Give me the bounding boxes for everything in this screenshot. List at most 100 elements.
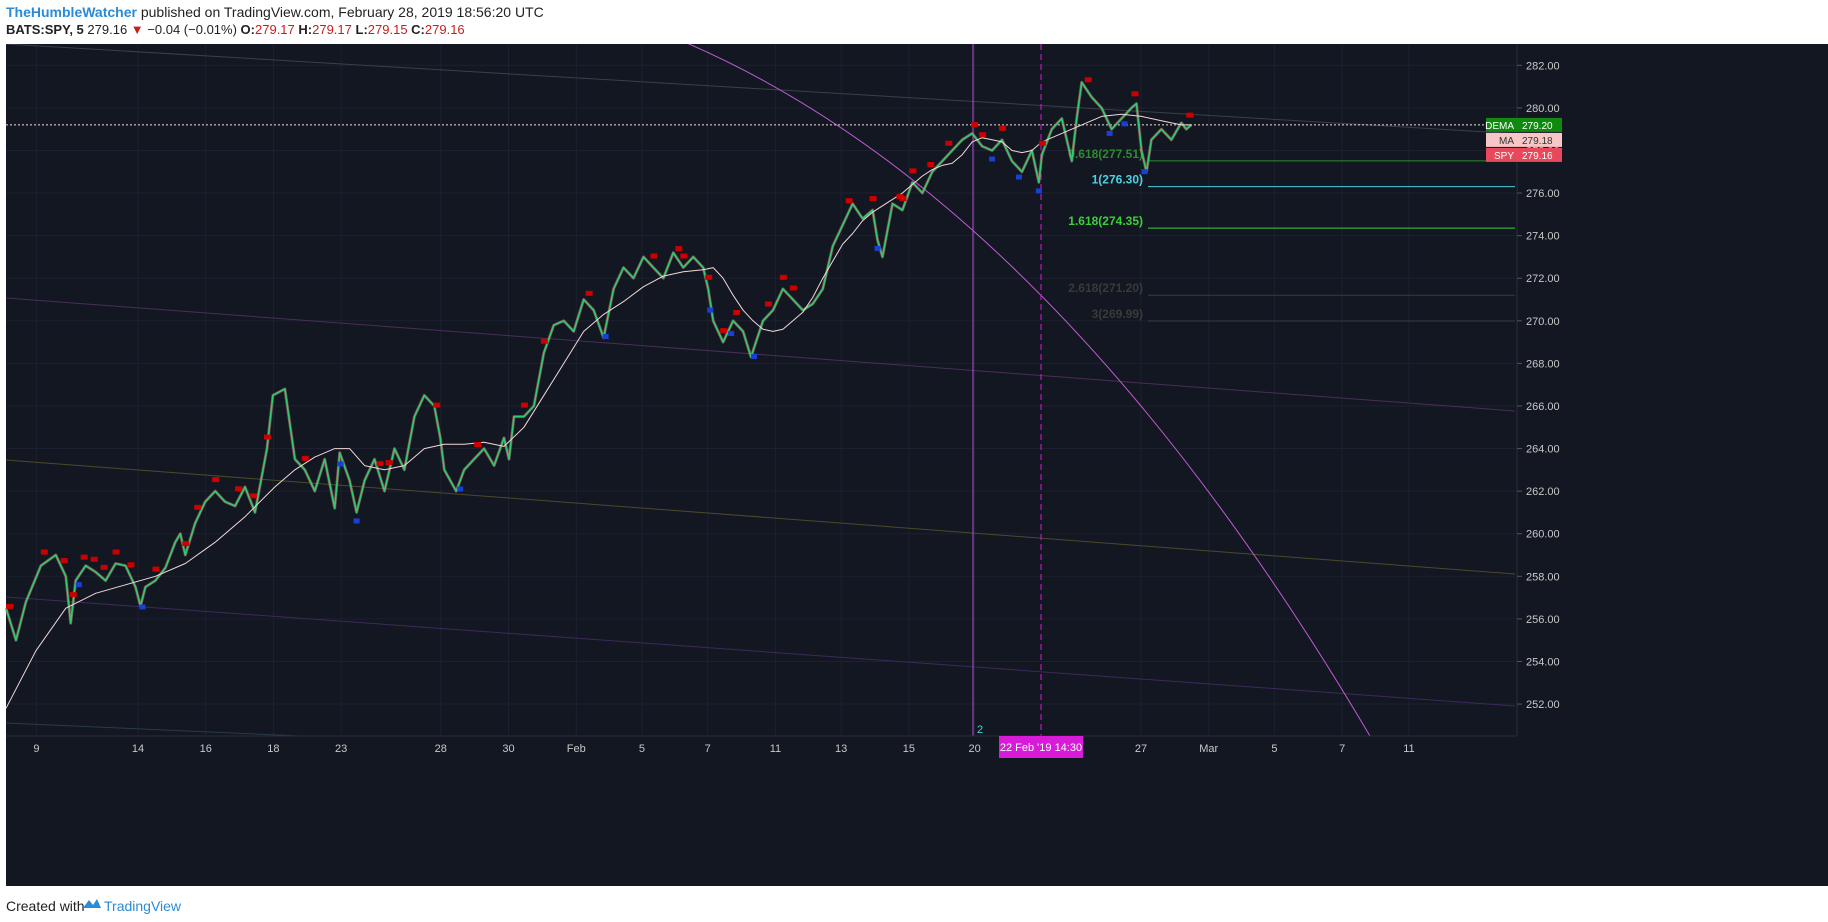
price-badge-value: 279.20 [1522,121,1553,132]
bottom-marker [457,486,464,492]
top-marker [152,566,160,572]
symbol-legend: BATS:SPY, 5 279.16 ▼ −0.04 (−0.01%) O: 27… [6,22,465,37]
top-marker [250,493,258,499]
top-marker [263,434,271,440]
top-marker [927,162,935,168]
y-tick-label: 256.00 [1526,614,1560,626]
x-tick-label: Mar [1199,743,1218,755]
price-chart[interactable]: 2 0.618(277.51) 1(276.30) 1.618(274.35) 2.6… [0,37,1828,888]
price-badge-name: MA [1499,136,1514,147]
footer: Created with TradingView [0,886,1828,922]
author-link[interactable]: TheHumbleWatcher [6,4,137,20]
top-marker [5,603,13,609]
bottom-marker [1141,169,1148,175]
bottom-marker [1106,130,1113,136]
x-tick-label: 5 [1271,743,1277,755]
time-axis-panel [6,736,1515,758]
published-text: published on TradingView.com, February 2… [140,4,544,20]
price-axis-panel [1515,44,1828,886]
y-tick-label: 272.00 [1526,273,1560,285]
x-tick-label: 11 [770,743,781,755]
markers-layer [5,77,1194,610]
x-tick-label: 15 [903,743,915,755]
fib-level-label: 3(269.99) [1092,307,1143,321]
bottom-marker [728,331,735,337]
close-label: C: [411,22,425,37]
tradingview-brand-link[interactable]: TradingView [104,898,182,914]
bottom-trendline[interactable] [5,722,301,737]
open-label: O: [240,22,255,37]
price-badges: DEMA 279.20 MA 279.18 SPY 279.16 [1485,117,1562,162]
symbol-name: BATS:SPY, 5 [6,22,84,37]
top-marker [127,562,135,568]
top-marker [540,338,548,344]
top-marker [779,274,787,280]
x-tick-label: 20 [969,743,981,755]
vertical-marker-label: 2 [977,724,983,736]
last-price: 279.16 [87,22,128,37]
top-marker [90,556,98,562]
y-tick-label: 268.00 [1526,358,1560,370]
top-marker [869,196,877,202]
x-tick-label: 7 [1339,743,1345,755]
price-badge-name: DEMA [1485,121,1514,132]
x-tick-label: 11 [1403,743,1414,755]
top-marker [680,253,688,259]
top-marker [1186,112,1194,118]
chart-area[interactable]: 2 0.618(277.51) 1(276.30) 1.618(274.35) 2.6… [0,37,1828,888]
bottom-marker [1121,121,1128,127]
down-arrow-icon: ▼ [130,22,144,37]
y-tick-label: 258.00 [1526,571,1560,583]
top-marker [376,461,384,467]
fib-level-label: 1.618(274.35) [1068,214,1143,228]
price-badge-name: SPY [1494,151,1514,162]
top-marker [899,196,907,202]
arc-curve[interactable] [674,37,1371,737]
price-badge-value: 279.16 [1522,151,1553,162]
top-marker [69,592,77,598]
bottom-marker [1035,188,1042,194]
top-marker [80,554,88,560]
tradingview-logo-icon[interactable] [82,896,102,910]
ma-line [5,113,1192,709]
top-marker [705,274,713,280]
top-marker [194,504,202,510]
bottom-marker [353,518,360,524]
top-marker [720,328,728,334]
close-value: 279.16 [424,22,465,37]
x-tick-label: Feb [567,743,586,755]
y-tick-label: 262.00 [1526,486,1560,498]
chart-header: TheHumbleWatcher published on TradingVie… [0,0,1828,44]
date-highlight-box [999,736,1083,758]
top-marker [764,301,772,307]
top-marker [474,442,482,448]
trendlines-layer [5,37,1741,737]
bottom-marker [75,582,82,588]
bottom-marker [874,245,881,251]
top-marker [979,132,987,138]
fib-levels-layer: 0.618(277.51) 1(276.30) 1.618(274.35) 2.618… [1068,147,1515,322]
purple-trendline-mid[interactable] [5,297,1516,412]
top-marker [733,309,741,315]
upper-trendline[interactable] [5,43,1741,148]
y-tick-label: 254.00 [1526,656,1560,668]
x-tick-label: 9 [33,743,39,755]
bottom-marker [1015,174,1022,180]
top-marker [40,549,48,555]
time-axis[interactable]: 9 14 16 18 23 28 30 Feb 5 7 11 13 15 20 27 Mar 5 7 11 [33,743,1414,755]
top-marker [112,549,120,555]
x-tick-label: 18 [267,743,279,755]
top-marker [971,121,979,127]
purple-trendline-low[interactable] [5,596,1516,707]
x-tick-label: 23 [335,743,347,755]
top-marker [845,198,853,204]
bottom-marker [602,334,609,340]
y-tick-label: 276.00 [1526,188,1560,200]
price-change: −0.04 (−0.01%) [147,22,237,37]
y-tick-label: 266.00 [1526,401,1560,413]
top-marker [909,168,917,174]
price-line [5,81,1192,642]
olive-trendline[interactable] [5,459,1516,575]
fib-level-label: 0.618(277.51) [1068,147,1143,161]
created-with-text: Created with [6,898,85,914]
